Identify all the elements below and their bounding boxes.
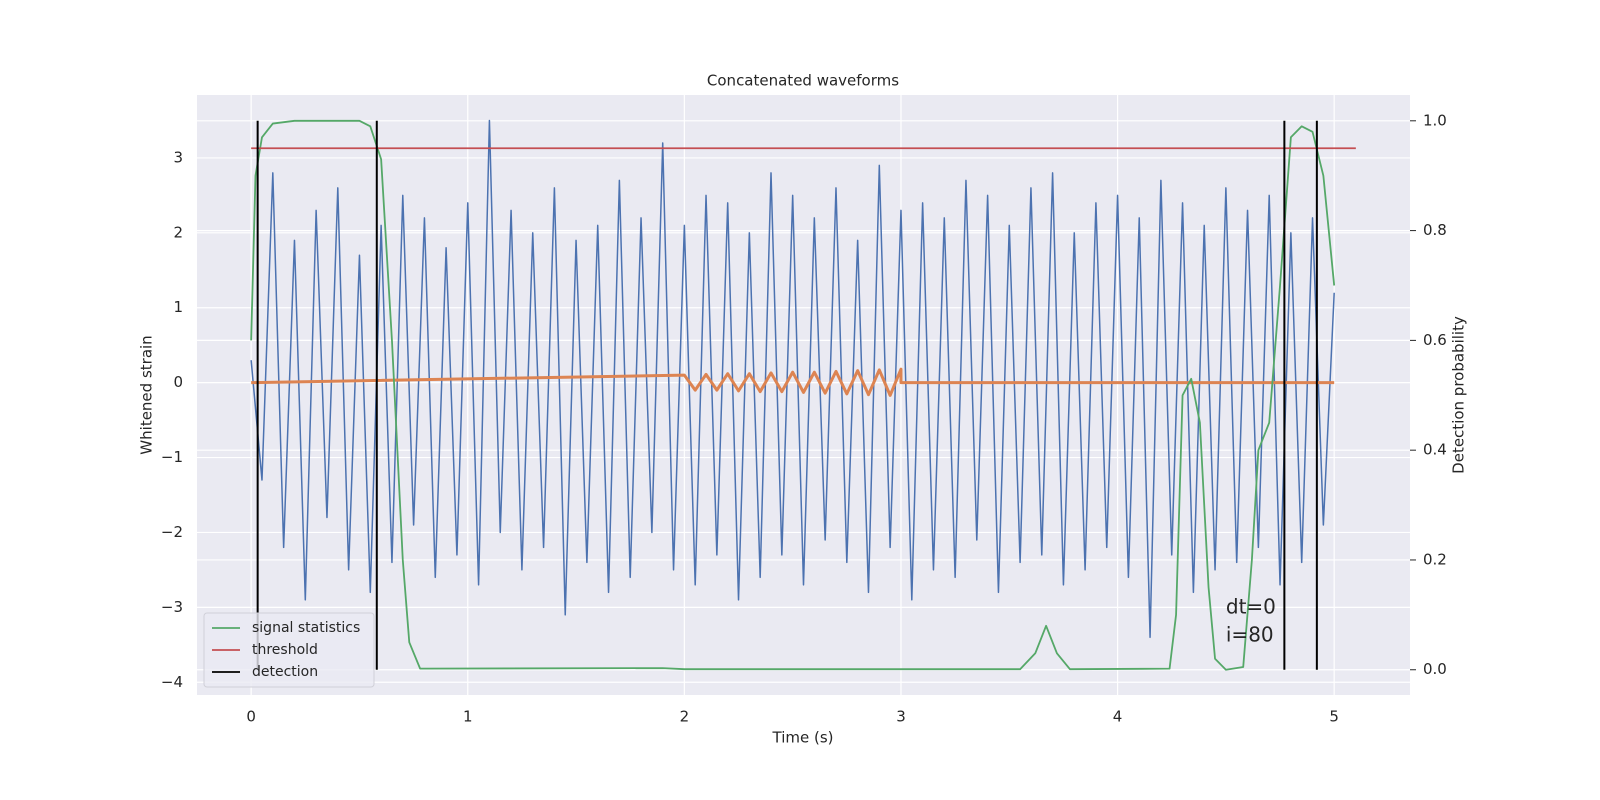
series-line xyxy=(251,367,1335,397)
series-line xyxy=(250,119,1335,639)
y2-tick-label: 0.2 xyxy=(1423,550,1447,568)
y-tick-label: −4 xyxy=(161,673,183,691)
y-tick-label: −2 xyxy=(161,523,183,541)
series-line xyxy=(250,119,1336,671)
y2-tick-label: 0.0 xyxy=(1423,660,1447,678)
x-tick-label: 2 xyxy=(680,708,690,726)
x-tick-label: 3 xyxy=(896,708,906,726)
legend-label: threshold xyxy=(252,642,318,658)
y-tick-label: −1 xyxy=(161,448,183,466)
y2-tick-label: 0.4 xyxy=(1423,441,1447,459)
y2-tick-label: 0.8 xyxy=(1423,221,1447,239)
legend-label: signal statistics xyxy=(252,620,360,636)
annotation: i=80 xyxy=(1226,623,1274,647)
y-tick-label: 3 xyxy=(173,148,183,166)
x-tick-label: 4 xyxy=(1113,708,1123,726)
x-axis-label: Time (s) xyxy=(772,729,834,747)
annotation: dt=0 xyxy=(1226,595,1276,619)
x-tick-label: 5 xyxy=(1329,708,1339,726)
y-tick-label: −3 xyxy=(161,598,183,616)
y-tick-label: 1 xyxy=(173,298,183,316)
legend-box xyxy=(203,612,375,688)
y-tick-label: 0 xyxy=(173,373,183,391)
x-tick-label: 1 xyxy=(463,708,473,726)
y-tick-label: 2 xyxy=(173,223,183,241)
y2-tick-label: 1.0 xyxy=(1423,111,1447,129)
y2-axis-label: Detection probability xyxy=(1450,316,1468,474)
x-tick-label: 0 xyxy=(246,708,256,726)
plot-area xyxy=(197,95,1410,695)
y2-tick-label: 0.6 xyxy=(1423,331,1447,349)
y-axis-label: Whitened strain xyxy=(138,335,156,454)
legend-label: detection xyxy=(252,664,318,680)
chart-title: Concatenated waveforms xyxy=(707,72,899,90)
